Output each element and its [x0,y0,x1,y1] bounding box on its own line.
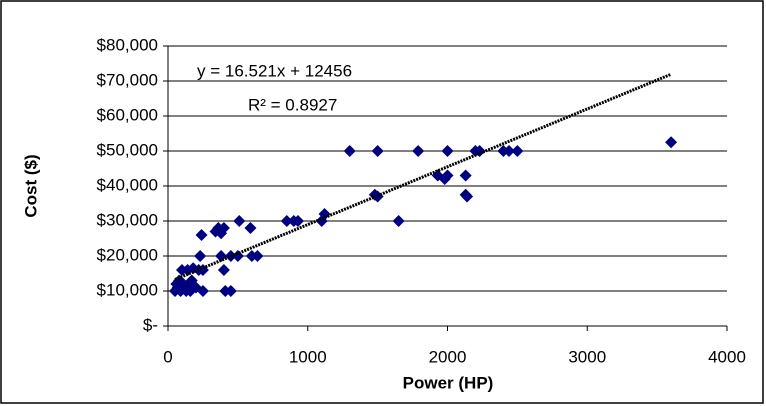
data-point [194,250,207,262]
y-tick-label: $20,000 [97,245,158,264]
x-tick-label: 2000 [429,347,467,366]
r-squared: R² = 0.8927 [248,95,337,114]
y-tick-label: $30,000 [97,210,158,229]
x-tick-label: 4000 [708,347,746,366]
y-tick-label: $80,000 [97,35,158,54]
data-point [195,229,208,241]
data-point [502,145,515,157]
x-tick-label: 3000 [568,347,606,366]
data-point [343,145,356,157]
data-point [224,285,237,297]
data-point [473,145,486,157]
data-point [511,145,524,157]
data-point [231,250,244,262]
x-tick-label: 0 [163,347,172,366]
y-tick-label: $60,000 [97,105,158,124]
data-point [371,145,384,157]
data-point [441,145,454,157]
data-point [441,169,454,182]
data-point [215,250,228,262]
y-tick-label: $10,000 [97,280,158,299]
data-point [233,215,246,227]
equation: y = 16.521x + 12456 [197,61,352,80]
data-point [244,222,257,234]
data-point [217,264,230,276]
y-tick-label: $- [143,315,158,334]
y-tick-label: $50,000 [97,140,158,159]
data-point [318,208,331,220]
data-point [412,145,425,157]
data-point [392,215,405,227]
data-point [196,285,209,297]
data-point [291,215,304,227]
x-tick-label: 1000 [289,347,327,366]
trendline [174,72,672,281]
data-point [665,136,678,149]
x-axis-label: Power (HP) [403,373,494,392]
data-point [459,169,472,182]
y-tick-label: $40,000 [97,175,158,194]
data-point [461,190,474,203]
data-point [217,222,230,234]
data-point [251,250,264,262]
data-point [280,215,293,227]
y-tick-label: $70,000 [97,70,158,89]
y-axis-label: Cost ($) [21,154,40,217]
